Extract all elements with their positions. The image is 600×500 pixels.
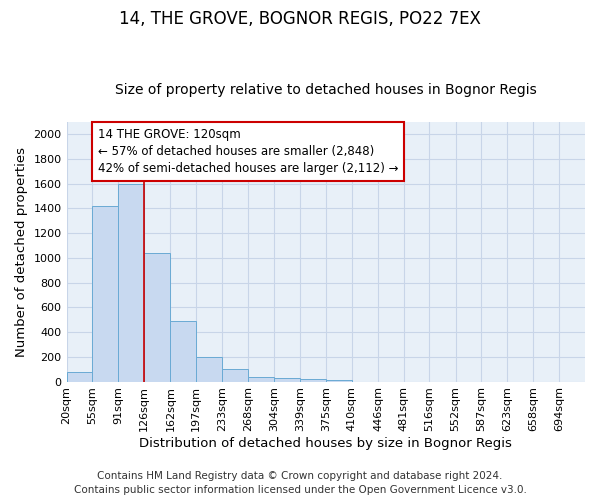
Bar (170, 321, 196, 382)
Bar (196, 357, 222, 382)
Text: Contains HM Land Registry data © Crown copyright and database right 2024.
Contai: Contains HM Land Registry data © Crown c… (74, 471, 526, 495)
Bar (92, 206, 118, 382)
Bar (67, 372, 92, 382)
Bar (326, 380, 352, 382)
Bar (222, 368, 248, 382)
Bar (248, 376, 274, 382)
Text: 14 THE GROVE: 120sqm
← 57% of detached houses are smaller (2,848)
42% of semi-de: 14 THE GROVE: 120sqm ← 57% of detached h… (98, 128, 398, 176)
Y-axis label: Number of detached properties: Number of detached properties (15, 146, 28, 356)
Title: Size of property relative to detached houses in Bognor Regis: Size of property relative to detached ho… (115, 83, 536, 97)
X-axis label: Distribution of detached houses by size in Bognor Regis: Distribution of detached houses by size … (139, 437, 512, 450)
Bar (118, 184, 144, 382)
Bar (300, 379, 326, 382)
Text: 14, THE GROVE, BOGNOR REGIS, PO22 7EX: 14, THE GROVE, BOGNOR REGIS, PO22 7EX (119, 10, 481, 28)
Bar (274, 378, 300, 382)
Bar (144, 253, 170, 382)
